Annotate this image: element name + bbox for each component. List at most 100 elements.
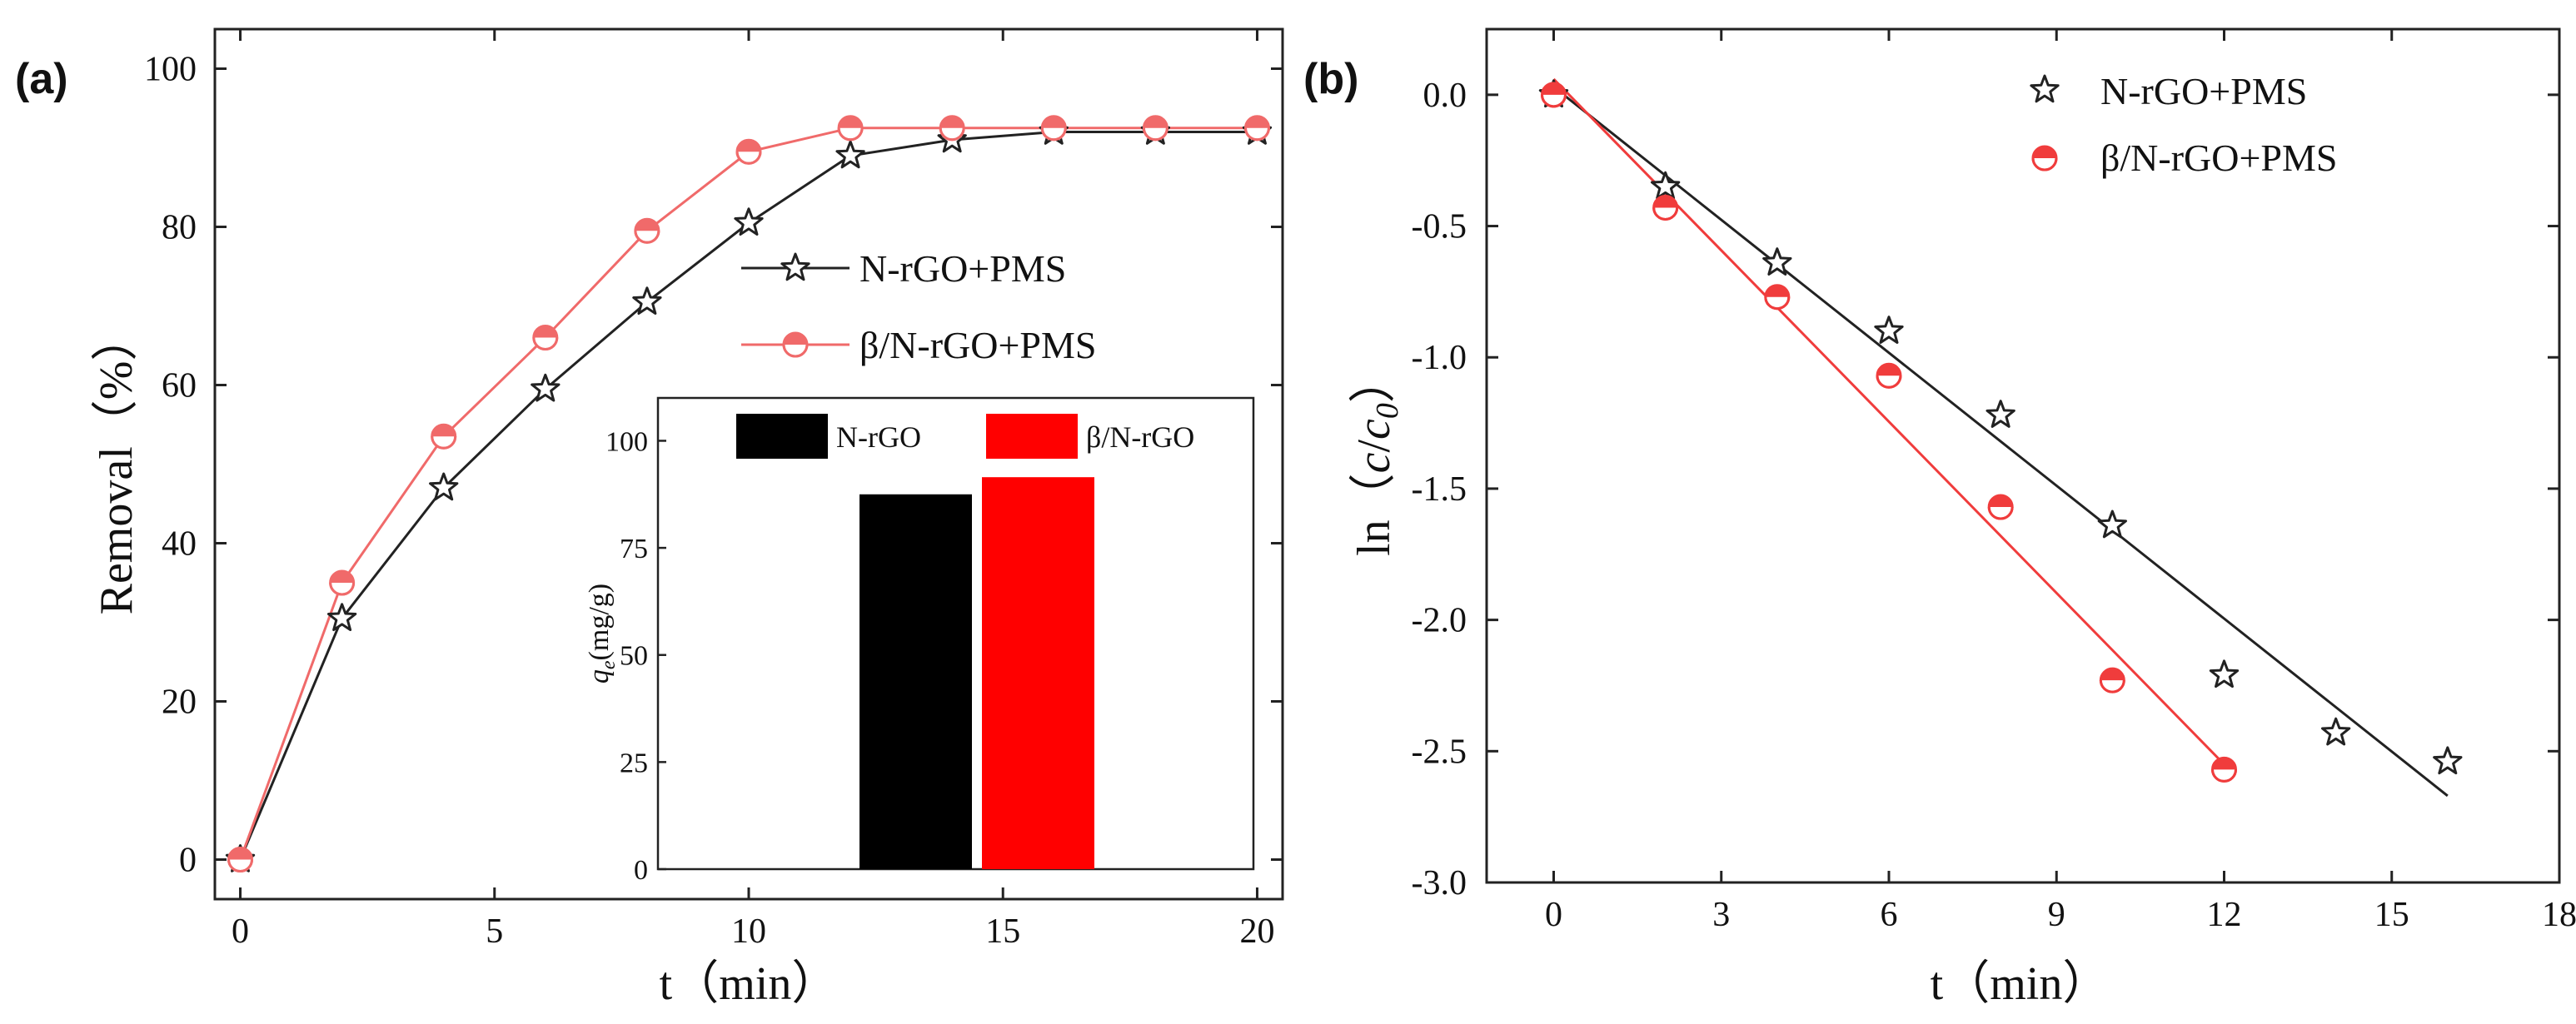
panel-a-series-1-point-0 <box>227 847 254 872</box>
legend-label-n-rgo: N-rGO+PMS <box>859 247 1066 290</box>
panel-a-series-1-point-5 <box>735 138 762 165</box>
inset-ticks: 0 25 50 75 100 <box>605 426 666 886</box>
panel-a-x-tick-label-2: 10 <box>731 912 766 951</box>
panel-b-series-1-point-6 <box>2211 756 2237 783</box>
inset-legend: N-rGO β/N-rGO <box>736 414 1194 459</box>
panel-b-y-tick-label-0: 0.0 <box>1423 77 1467 115</box>
panel-b-x-tick-label-3: 9 <box>2048 896 2065 934</box>
panel-b-y-tick-label-1: -0.5 <box>1412 208 1467 246</box>
panel-a-series-0-point-4 <box>632 286 662 315</box>
panel-b-x-tick-label-6: 18 <box>2542 896 2576 934</box>
legend-marker-beta-n-rgo <box>782 331 809 358</box>
panel-a-series-1-point-7 <box>939 115 965 142</box>
panel-b-y-tick-label-5: -2.5 <box>1412 733 1467 771</box>
inset-y-tick-label-2: 50 <box>620 641 648 672</box>
panel-a-series-1-point-1 <box>329 569 356 596</box>
panel-a-series-0-point-6 <box>835 140 865 169</box>
inset-y-tick-label-4: 100 <box>605 426 648 457</box>
panel-b-y-tick-label-2: -1.0 <box>1412 339 1467 377</box>
legend-label-beta-n-rgo: β/N-rGO+PMS <box>2100 137 2338 179</box>
panel-a-y-tick-label-5: 100 <box>144 51 197 89</box>
panel-a-series-1-point-3 <box>532 325 559 350</box>
panel-b-x-axis-title: t（min） <box>1931 958 2110 1010</box>
panel-b-series <box>1538 77 2463 798</box>
panel-b-x-tick-label-5: 15 <box>2374 896 2409 934</box>
panel-b-y-tick-label-3: -1.5 <box>1412 470 1467 509</box>
panel-b-series-0-point-3 <box>1874 316 1904 344</box>
legend-marker-shape-n-rgo <box>780 252 810 281</box>
legend-marker-shape-n-rgo <box>2030 74 2060 103</box>
panel-b-series-0-point-5 <box>2097 510 2127 539</box>
inset-legend-swatch-n-rgo <box>736 414 828 459</box>
panel-a: (a) 0 5 10 15 20 0 20 40 60 80 100 t（min） Removal（… <box>15 27 1284 1010</box>
legend-marker-shape-beta-n-rgo <box>2031 145 2058 171</box>
panel-a-y-tick-label-4: 80 <box>162 209 197 247</box>
panel-b-x-tick-label-1: 3 <box>1712 896 1730 934</box>
panel-b-x-tick-label-4: 12 <box>2207 896 2242 934</box>
inset-bar-0 <box>859 494 972 869</box>
panel-a-y-tick-label-0: 0 <box>179 842 197 880</box>
panel-a-x-tick-label-4: 20 <box>1239 912 1274 951</box>
panel-a-series-1-point-4 <box>634 217 660 244</box>
panel-a-series-0-point-2 <box>429 472 459 501</box>
inset-legend-label-n-rgo: N-rGO <box>836 420 921 454</box>
panel-b-y-tick-label-4: -2.0 <box>1412 602 1467 640</box>
panel-a-series-1-point-9 <box>1142 115 1168 142</box>
panel-b-series-0-point-2 <box>1762 247 1792 276</box>
panel-b-series-0-point-7 <box>2321 717 2351 746</box>
panel-b-series-0-point-1 <box>1651 171 1681 200</box>
panel-b-label: (b) <box>1303 55 1358 103</box>
panel-a-legend: N-rGO+PMS β/N-rGO+PMS <box>741 247 1097 366</box>
inset-y-tick-label-1: 25 <box>620 748 648 778</box>
inset-legend-swatch-beta-n-rgo <box>986 414 1078 459</box>
panel-b-series-1-point-2 <box>1764 284 1791 311</box>
inset-bar-chart: 0 25 50 75 100 qe(mg/g) N-rGO β/N-rGO <box>584 396 1255 886</box>
panel-a-series-1-point-8 <box>1040 115 1067 142</box>
panel-a-tick-labels: 0 5 10 15 20 0 20 40 60 80 100 <box>144 51 1274 952</box>
panel-b-frame <box>1485 27 2561 884</box>
panel-a-y-tick-label-2: 40 <box>162 525 197 564</box>
inset-legend-label-beta-n-rgo: β/N-rGO <box>1086 420 1194 454</box>
panel-a-series-1-point-10 <box>1243 115 1270 142</box>
panel-b-series-0-point-4 <box>1986 400 2015 428</box>
panel-a-series-0-point-5 <box>734 207 764 236</box>
panel-b-series-1-point-4 <box>1987 494 2014 520</box>
inset-y-tick-label-3: 75 <box>620 534 648 564</box>
panel-b-y-tick-label-6: -3.0 <box>1412 864 1467 902</box>
legend-label-beta-n-rgo: β/N-rGO+PMS <box>859 324 1097 366</box>
panel-a-y-tick-label-1: 20 <box>162 683 197 722</box>
panel-a-x-tick-label-0: 0 <box>232 912 249 951</box>
inset-y-tick-label-0: 0 <box>634 855 648 886</box>
panel-b-x-tick-label-0: 0 <box>1545 896 1562 934</box>
panel-b-y-axis-title: ln（c/c0） <box>1348 356 1405 556</box>
panel-b-series-0-point-6 <box>2209 659 2240 688</box>
panel-a-x-axis-title: t（min） <box>660 958 839 1010</box>
legend-marker-n-rgo <box>780 252 810 281</box>
panel-b-series-1-point-1 <box>1652 194 1679 221</box>
panel-a-series-0-point-1 <box>326 603 357 631</box>
panel-a-x-tick-label-3: 15 <box>985 912 1020 951</box>
panel-a-series-1-point-6 <box>837 115 864 142</box>
panel-b-series-1-point-0 <box>1541 82 1567 108</box>
panel-b-series-1-point-5 <box>2099 667 2125 693</box>
legend-marker-shape-beta-n-rgo <box>782 331 809 358</box>
panel-b-legend: N-rGO+PMS β/N-rGO+PMS <box>2030 70 2338 179</box>
panel-b-ticks <box>1487 29 2561 884</box>
panel-b-series-0-point-8 <box>2433 746 2463 775</box>
legend-marker-n-rgo <box>2030 74 2060 103</box>
inset-y-axis-title: qe(mg/g) <box>584 584 620 683</box>
panel-b-x-tick-label-2: 6 <box>1881 896 1898 934</box>
panel-a-y-tick-label-3: 60 <box>162 367 197 405</box>
panel-b: (b) 0 3 6 9 12 15 18 0.0 -0.5 -1.0 -1.5 -2.0 -2.5 -3.… <box>1303 27 2576 1010</box>
panel-a-series-0-point-3 <box>531 373 561 402</box>
legend-marker-beta-n-rgo <box>2031 145 2058 171</box>
panel-a-ticks <box>215 29 1283 899</box>
legend-label-n-rgo: N-rGO+PMS <box>2100 70 2307 112</box>
panel-b-fit-line-0 <box>1552 86 2449 798</box>
panel-a-series-1-point-2 <box>431 423 457 450</box>
inset-bars <box>859 477 1094 869</box>
panel-a-series <box>225 115 1273 872</box>
panel-b-tick-labels: 0 3 6 9 12 15 18 0.0 -0.5 -1.0 -1.5 -2.0 -2.5 -3.0 <box>1412 77 2576 934</box>
inset-bar-1 <box>982 477 1094 869</box>
